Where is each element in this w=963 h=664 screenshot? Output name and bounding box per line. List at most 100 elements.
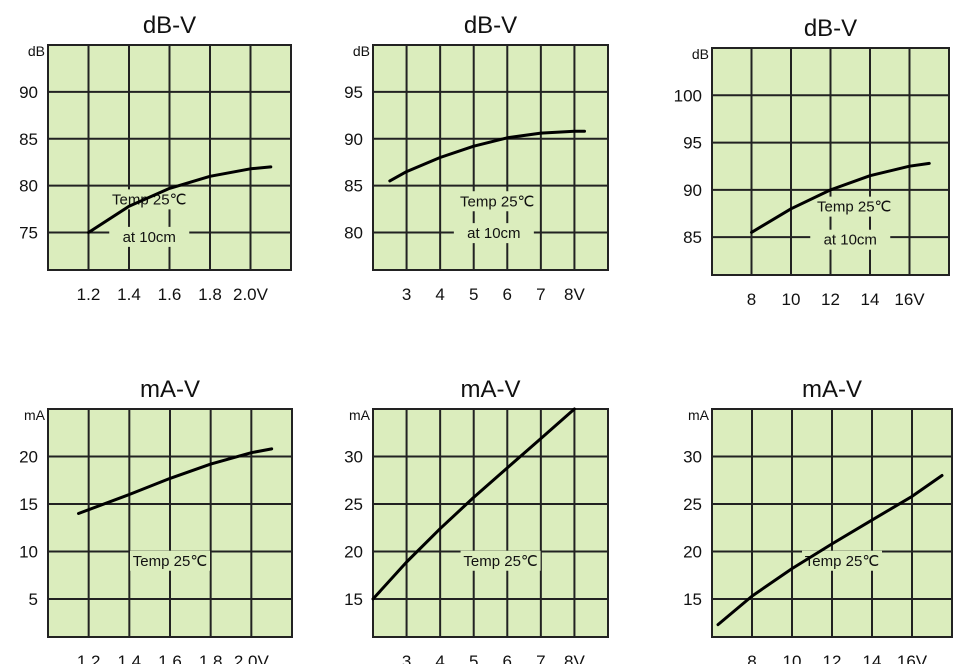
- y-tick-label: 20: [344, 543, 363, 562]
- y-tick-label: 85: [19, 130, 38, 149]
- chart-panel-2: Temp 25℃ at 10cm dB-V dB 80 85 90 95 3 4 5 6 7 8V: [344, 12, 609, 304]
- x-tick-label: 1.2: [77, 652, 101, 664]
- x-tick-label: 7: [536, 652, 545, 664]
- annotation-label: Temp 25℃: [817, 199, 891, 216]
- chart-panel-4: Temp 25℃ mA-V mA 5 10 15 20 1.2 1.4 1.6 1.8 2.0V: [19, 376, 293, 664]
- annotation-background: [109, 226, 190, 247]
- y-axis-label: dB: [353, 43, 370, 59]
- x-tick-label: 6: [503, 652, 512, 664]
- chart-panel-3: Temp 25℃ at 10cm dB-V dB 85 90 95 100 8 10 12 14 16V: [674, 15, 950, 309]
- plot-frame: [47, 44, 292, 271]
- series-line: [388, 129, 586, 183]
- x-tick-label: 8V: [564, 652, 585, 664]
- x-tick-label: 4: [435, 652, 444, 664]
- chart-title: dB-V: [804, 15, 857, 42]
- x-tick-label: 8V: [564, 285, 585, 304]
- x-tick-label: 12: [821, 290, 840, 309]
- series-line: [716, 474, 944, 627]
- y-axis-label: mA: [349, 407, 371, 423]
- chart-title: dB-V: [143, 12, 196, 39]
- plot-frame: [47, 408, 293, 638]
- x-tick-label: 14: [863, 652, 882, 664]
- y-tick-label: 85: [344, 177, 363, 196]
- x-tick-label: 1.6: [158, 285, 182, 304]
- chart-title: mA-V: [802, 376, 862, 403]
- x-tick-label: 10: [782, 290, 801, 309]
- y-tick-label: 5: [29, 590, 38, 609]
- series-line: [750, 161, 931, 234]
- x-tick-label: 8: [747, 290, 756, 309]
- y-tick-label: 30: [344, 448, 363, 467]
- x-tick-label: 1.4: [117, 285, 141, 304]
- chart-panel-5: Temp 25℃ mA-V mA 15 20 25 30 3 4 5 6 7 8V: [344, 376, 609, 664]
- y-tick-label: 15: [344, 590, 363, 609]
- x-tick-label: 5: [469, 285, 478, 304]
- annotation-label: Temp 25℃: [460, 193, 534, 210]
- chart-panel-6: Temp 25℃ mA-V mA 15 20 25 30 8 10 12 14 16V: [683, 376, 953, 664]
- series-line: [371, 407, 576, 601]
- x-tick-label: 3: [402, 652, 411, 664]
- annotation-label: Temp 25℃: [133, 553, 207, 570]
- y-tick-label: 95: [344, 83, 363, 102]
- y-tick-label: 10: [19, 543, 38, 562]
- annotation-label: at 10cm: [467, 225, 520, 242]
- annotation-label: Temp 25℃: [463, 553, 537, 570]
- grid-lines: [48, 409, 292, 637]
- annotation-background: [460, 550, 541, 571]
- y-tick-label: 75: [19, 224, 38, 243]
- y-tick-label: 90: [344, 130, 363, 149]
- x-tick-label: 8: [747, 652, 756, 664]
- x-tick-label: 10: [783, 652, 802, 664]
- annotation-label: Temp 25℃: [112, 191, 186, 208]
- y-tick-label: 15: [19, 495, 38, 514]
- y-tick-label: 85: [683, 228, 702, 247]
- annotation-label: at 10cm: [123, 229, 176, 246]
- plot-frame: [372, 408, 609, 638]
- y-tick-label: 15: [683, 590, 702, 609]
- y-tick-label: 25: [344, 495, 363, 514]
- y-tick-label: 30: [683, 448, 702, 467]
- y-tick-label: 90: [19, 83, 38, 102]
- plot-frame: [711, 408, 953, 638]
- plot-frame: [372, 44, 609, 271]
- y-tick-label: 100: [674, 86, 702, 105]
- x-tick-label: 2.0V: [233, 285, 269, 304]
- y-axis-label: mA: [24, 407, 46, 423]
- y-tick-label: 90: [683, 181, 702, 200]
- x-tick-label: 12: [823, 652, 842, 664]
- y-tick-label: 20: [683, 543, 702, 562]
- chart-title: dB-V: [464, 12, 517, 39]
- x-tick-label: 6: [503, 285, 512, 304]
- x-tick-label: 2.0V: [234, 652, 270, 664]
- x-tick-label: 1.2: [77, 285, 101, 304]
- x-tick-label: 5: [469, 652, 478, 664]
- annotation-background: [810, 229, 891, 250]
- annotation-label: at 10cm: [824, 232, 877, 249]
- x-tick-label: 1.8: [199, 652, 223, 664]
- annotation-background: [109, 189, 190, 210]
- chart-title: mA-V: [461, 376, 521, 403]
- x-tick-label: 7: [536, 285, 545, 304]
- plot-frame: [711, 47, 950, 276]
- x-tick-label: 3: [402, 285, 411, 304]
- series-line: [77, 447, 274, 515]
- y-axis-label: dB: [692, 46, 709, 62]
- x-tick-label: 14: [861, 290, 880, 309]
- y-tick-label: 25: [683, 495, 702, 514]
- y-axis-label: dB: [28, 43, 45, 59]
- y-tick-label: 20: [19, 448, 38, 467]
- y-tick-label: 80: [19, 177, 38, 196]
- annotation-background: [814, 196, 895, 217]
- y-axis-label: mA: [688, 407, 710, 423]
- annotation-background: [453, 223, 534, 244]
- x-tick-label: 16V: [894, 290, 925, 309]
- annotation-background: [802, 550, 882, 571]
- y-tick-label: 80: [344, 224, 363, 243]
- grid-lines: [373, 409, 608, 637]
- series-line: [87, 165, 273, 234]
- annotation-background: [130, 550, 210, 571]
- plot-area: [373, 409, 608, 637]
- x-tick-label: 1.4: [118, 652, 142, 664]
- chart-panel-1: Temp 25℃ at 10cm dB-V dB 75 80 85 90 1.2 1.4 1.6 1.…: [19, 12, 292, 304]
